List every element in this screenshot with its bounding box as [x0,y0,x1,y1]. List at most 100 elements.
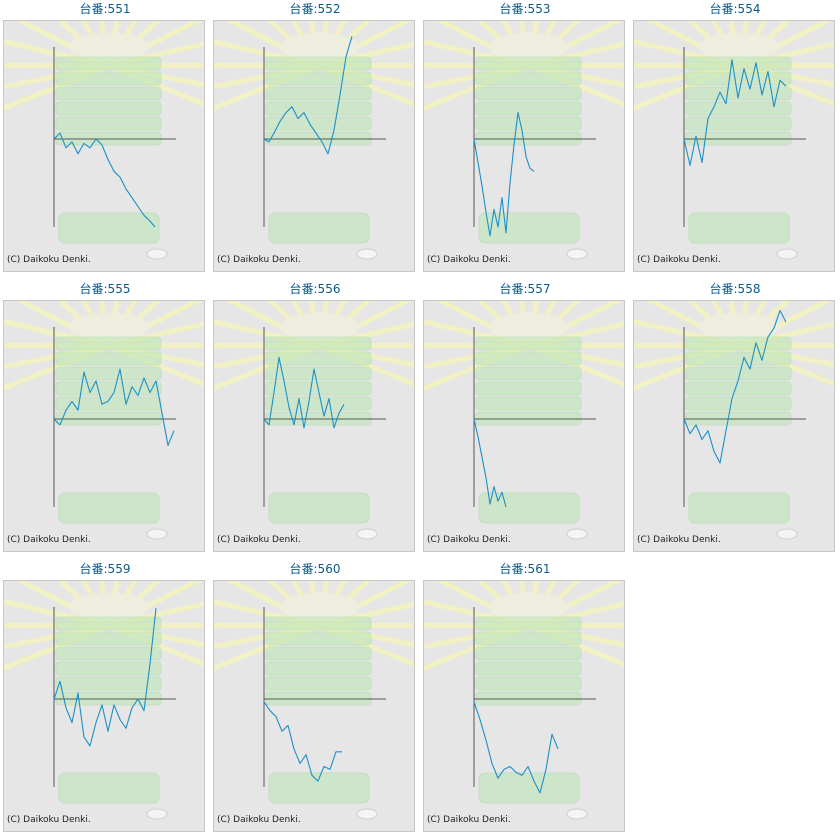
chart-panel: 台番:553 (C) Daikoku Denki. [420,0,630,280]
chart-frame: (C) Daikoku Denki. [3,580,205,832]
background-tray [266,677,371,690]
background-tray [476,662,581,675]
machine-number-title[interactable]: 台番:560 [210,560,420,580]
background-tray [266,352,371,365]
background-tray [266,72,371,85]
background-tray [56,87,161,100]
chart-panel: 台番:554 (C) Daikoku Denki. [630,0,840,280]
background-tray [476,57,581,70]
machine-number-title[interactable]: 台番:558 [630,280,840,300]
background-tray [476,382,581,395]
copyright-text: (C) Daikoku Denki. [7,255,91,265]
background-tray [56,102,161,115]
background-bottom-tray [479,773,579,803]
background-tray [686,337,791,350]
background-tray [686,382,791,395]
copyright-text: (C) Daikoku Denki. [637,255,721,265]
background-art [4,21,204,259]
background-tray [56,617,161,630]
background-art [214,21,414,259]
background-bottom-tray [479,493,579,523]
background-art [214,301,414,539]
background-tray [476,617,581,630]
background-tray [686,57,791,70]
machine-number-title[interactable]: 台番:556 [210,280,420,300]
chart-panel: 台番:557(C) Daikoku Denki. [420,280,630,560]
chart-frame: (C) Daikoku Denki. [423,300,625,552]
chart-svg [214,301,414,551]
chart-panel: 台番:558(C) Daikoku Denki. [630,280,840,560]
background-tray [476,397,581,410]
background-bottom-tray [689,213,789,243]
background-art [424,301,624,539]
background-tray [56,117,161,130]
machine-number-title[interactable]: 台番:559 [0,560,210,580]
background-art [4,301,204,539]
background-tray [686,352,791,365]
background-bottom-tray [269,493,369,523]
background-tray [56,632,161,645]
chart-svg [4,301,204,551]
copyright-text: (C) Daikoku Denki. [217,815,301,825]
background-tray [56,397,161,410]
copyright-text: (C) Daikoku Denki. [217,255,301,265]
background-bottom-tray [269,213,369,243]
chart-svg [634,21,834,271]
background-art [634,301,834,539]
background-cup [147,529,167,539]
background-cup [357,529,377,539]
background-tray [266,397,371,410]
chart-frame: (C) Daikoku Denki. [3,20,205,272]
background-tray [686,117,791,130]
chart-frame: (C) Daikoku Denki. [3,300,205,552]
background-cup [357,809,377,819]
background-cup [777,529,797,539]
background-bottom-tray [59,213,159,243]
data-series-line [264,702,342,781]
chart-panel: 台番:561 (C) Daikoku Denki. [420,560,630,840]
chart-svg [214,21,414,271]
machine-number-title[interactable]: 台番:555 [0,280,210,300]
background-bottom-tray [59,493,159,523]
chart-svg [424,301,624,551]
chart-svg [424,581,624,831]
machine-number-title[interactable]: 台番:553 [420,0,630,20]
machine-number-title[interactable]: 台番:551 [0,0,210,20]
background-tray [476,647,581,660]
machine-number-title[interactable]: 台番:557 [420,280,630,300]
background-cup [567,249,587,259]
background-tray [266,57,371,70]
background-cup [147,249,167,259]
background-bottom-tray [479,213,579,243]
machine-number-title[interactable]: 台番:552 [210,0,420,20]
chart-frame: (C) Daikoku Denki. [213,580,415,832]
background-art [424,581,624,819]
background-tray [476,352,581,365]
background-tray [266,647,371,660]
background-tray [266,102,371,115]
copyright-text: (C) Daikoku Denki. [427,255,511,265]
chart-svg [424,21,624,271]
background-tray [266,617,371,630]
background-tray [56,72,161,85]
background-cup [147,809,167,819]
machine-number-title[interactable]: 台番:554 [630,0,840,20]
machine-number-title[interactable]: 台番:561 [420,560,630,580]
chart-panel: 台番:559(C) Daikoku Denki. [0,560,210,840]
chart-frame: (C) Daikoku Denki. [633,300,835,552]
chart-panel: 台番:551 (C) Daikoku Denki. [0,0,210,280]
background-tray [476,677,581,690]
copyright-text: (C) Daikoku Denki. [427,815,511,825]
chart-panel: 台番:555(C) Daikoku Denki. [0,280,210,560]
background-tray [476,102,581,115]
chart-svg [4,581,204,831]
background-tray [476,72,581,85]
background-tray [56,57,161,70]
background-tray [476,632,581,645]
chart-frame: (C) Daikoku Denki. [213,20,415,272]
background-cup [567,529,587,539]
background-bottom-tray [59,773,159,803]
background-tray [56,352,161,365]
copyright-text: (C) Daikoku Denki. [217,535,301,545]
